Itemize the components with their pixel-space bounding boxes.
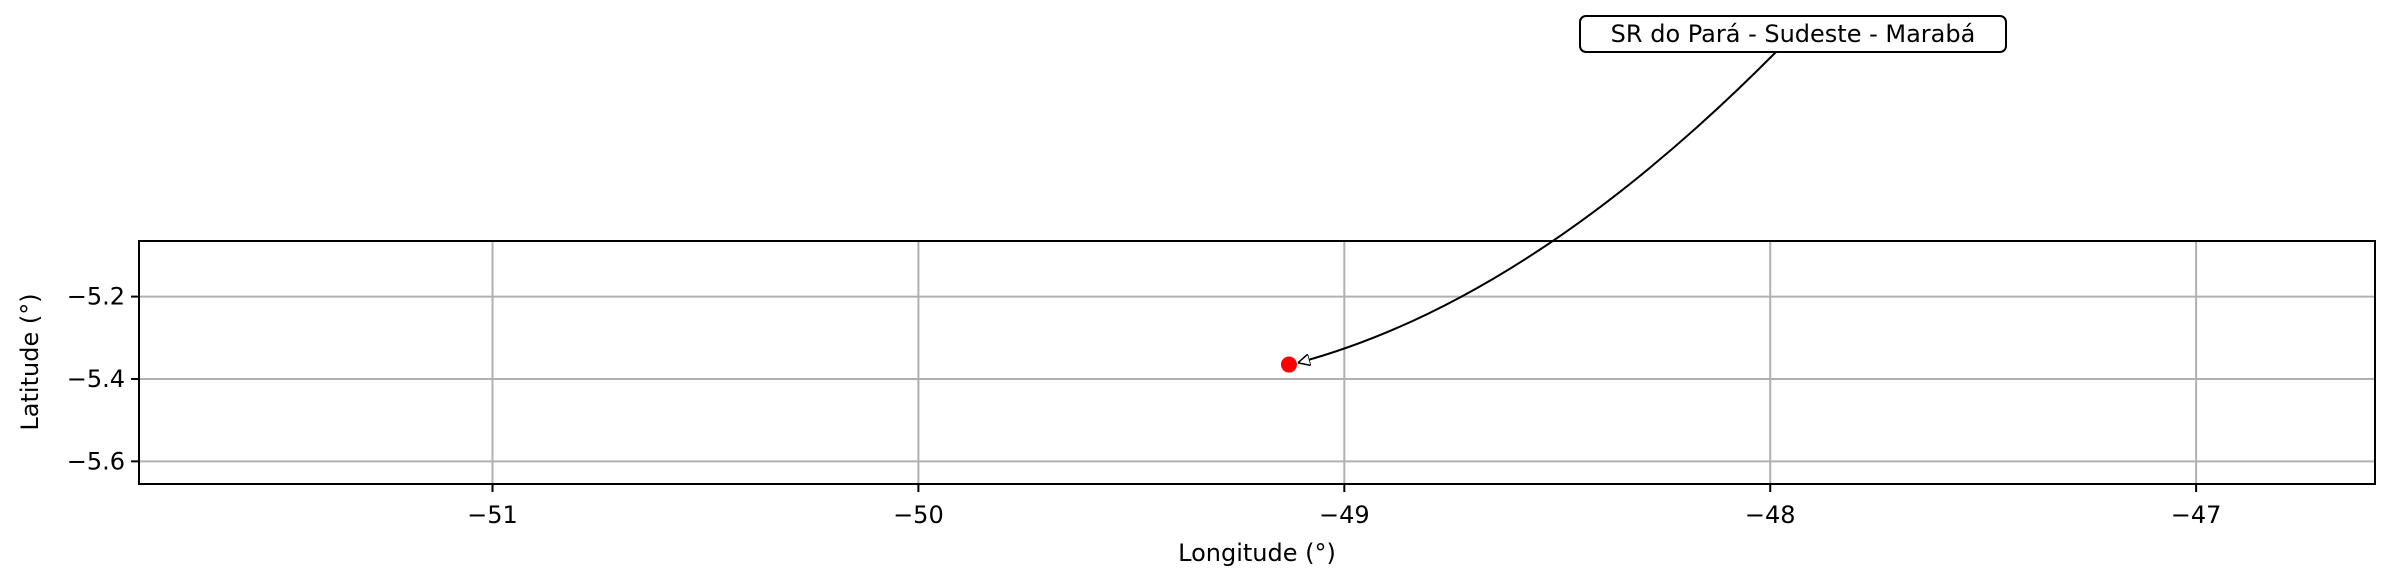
x-axis: −51 −50 −49 −48 −47 xyxy=(467,484,2221,529)
data-points xyxy=(1280,356,1297,373)
x-tick-label: −48 xyxy=(1745,501,1796,529)
plot-area xyxy=(138,240,2376,485)
y-tick-label: −5.4 xyxy=(67,365,125,393)
annotations: SR do Pará - Sudeste - Marabá xyxy=(1299,15,2007,363)
annotation-label: SR do Pará - Sudeste - Marabá xyxy=(1611,20,1976,48)
y-axis: −5.2 −5.4 −5.6 xyxy=(67,283,139,475)
x-tick-label: −47 xyxy=(2171,501,2222,529)
x-tick-label: −51 xyxy=(467,501,518,529)
data-point xyxy=(1280,356,1297,373)
y-axis-label: Latitude (°) xyxy=(16,293,44,430)
annotation-box xyxy=(1579,15,2007,53)
x-axis-label: Longitude (°) xyxy=(1178,539,1336,567)
x-tick-label: −49 xyxy=(1319,501,1370,529)
y-tick-label: −5.2 xyxy=(67,283,125,311)
annotation-arrow xyxy=(1299,51,1777,363)
grid-lines xyxy=(139,241,2375,484)
y-tick-label: −5.6 xyxy=(67,447,125,475)
x-tick-label: −50 xyxy=(893,501,944,529)
